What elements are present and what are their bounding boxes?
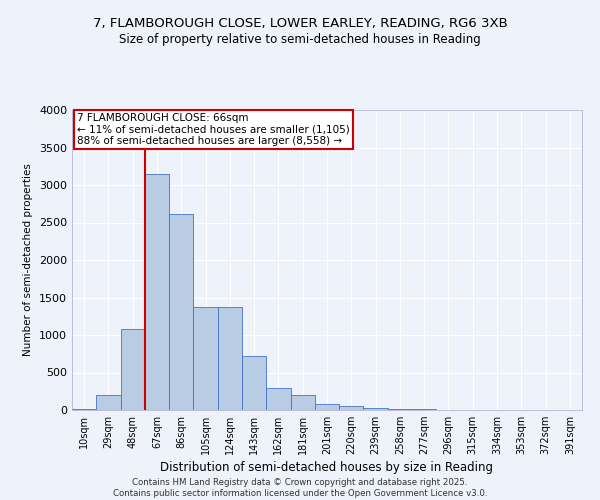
Bar [218, 306, 242, 410]
Bar [290, 396, 315, 410]
Bar [145, 174, 169, 410]
Bar [315, 404, 339, 410]
Bar [339, 406, 364, 410]
Bar [169, 214, 193, 410]
X-axis label: Distribution of semi-detached houses by size in Reading: Distribution of semi-detached houses by … [161, 462, 493, 474]
Bar [242, 356, 266, 410]
Bar [364, 408, 388, 410]
Text: 7 FLAMBOROUGH CLOSE: 66sqm
← 11% of semi-detached houses are smaller (1,105)
88%: 7 FLAMBOROUGH CLOSE: 66sqm ← 11% of semi… [77, 113, 350, 146]
Bar [412, 409, 436, 410]
Y-axis label: Number of semi-detached properties: Number of semi-detached properties [23, 164, 34, 356]
Bar [266, 388, 290, 410]
Bar [388, 408, 412, 410]
Bar [121, 330, 145, 410]
Text: 7, FLAMBOROUGH CLOSE, LOWER EARLEY, READING, RG6 3XB: 7, FLAMBOROUGH CLOSE, LOWER EARLEY, READ… [92, 18, 508, 30]
Text: Size of property relative to semi-detached houses in Reading: Size of property relative to semi-detach… [119, 32, 481, 46]
Text: Contains HM Land Registry data © Crown copyright and database right 2025.
Contai: Contains HM Land Registry data © Crown c… [113, 478, 487, 498]
Bar [72, 409, 96, 410]
Bar [96, 396, 121, 410]
Bar [193, 306, 218, 410]
